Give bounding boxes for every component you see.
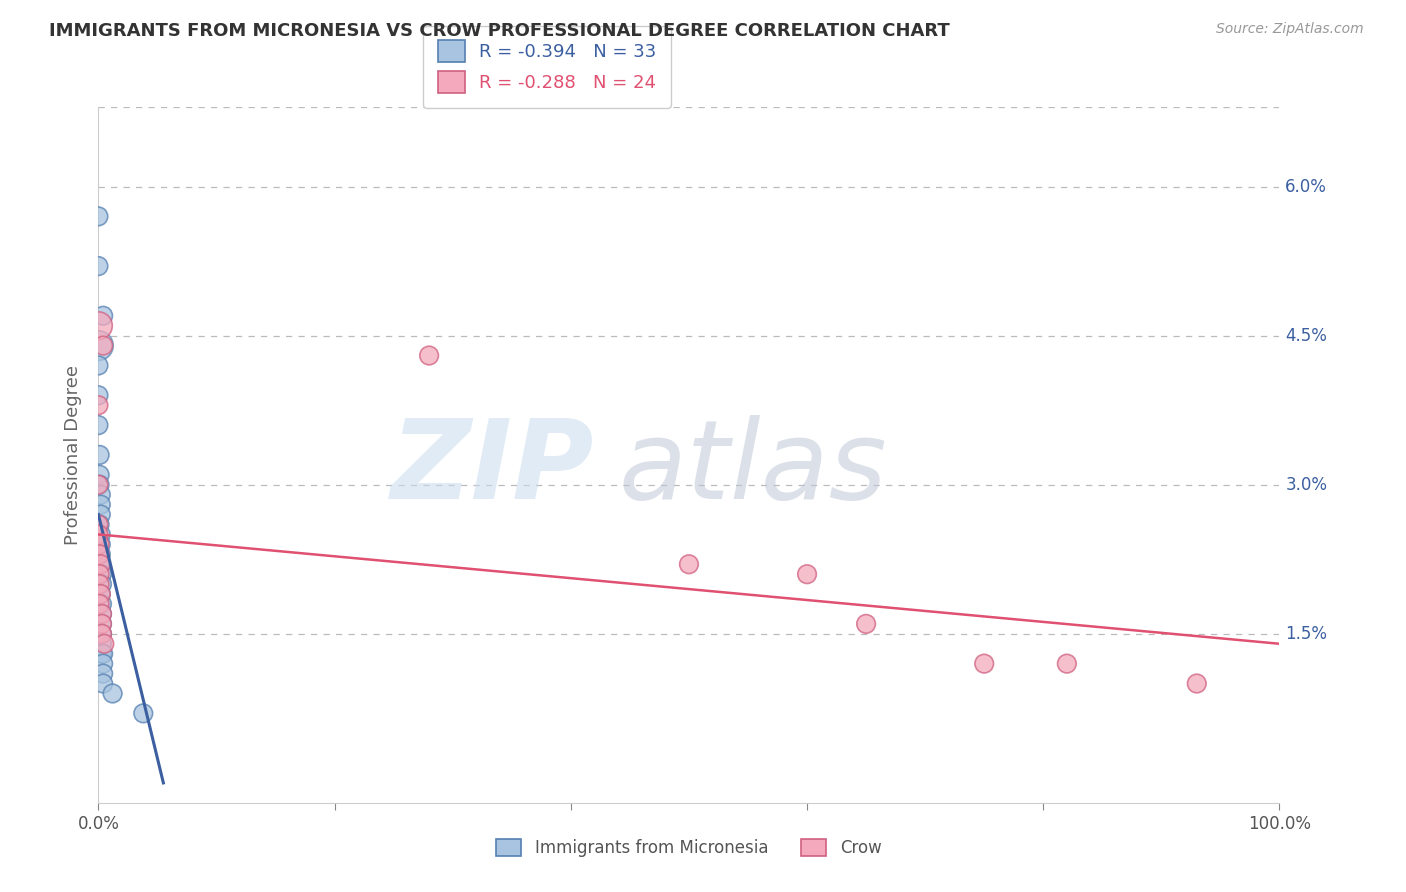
Text: 1.5%: 1.5%: [1285, 624, 1327, 643]
Point: [87, 259, 110, 273]
Point: [91, 577, 114, 591]
Point: [87, 210, 110, 224]
Point: [89, 597, 111, 611]
Point: [91, 666, 114, 681]
Point: [678, 558, 700, 572]
Point: [89, 577, 111, 591]
Text: 4.5%: 4.5%: [1285, 326, 1327, 344]
Point: [91, 309, 114, 323]
Y-axis label: Professional Degree: Professional Degree: [63, 365, 82, 545]
Point: [87, 517, 110, 532]
Point: [89, 477, 111, 491]
Point: [91, 647, 114, 661]
Point: [91, 676, 114, 690]
Point: [796, 567, 818, 582]
Point: [91, 657, 114, 671]
Point: [91, 647, 114, 661]
Point: [91, 607, 114, 621]
Point: [90, 508, 112, 522]
Text: atlas: atlas: [619, 416, 887, 523]
Point: [87, 477, 110, 491]
Text: Source: ZipAtlas.com: Source: ZipAtlas.com: [1216, 22, 1364, 37]
Point: [1056, 657, 1078, 671]
Point: [91, 637, 114, 651]
Point: [90, 527, 112, 541]
Point: [90, 558, 112, 572]
Point: [90, 587, 112, 601]
Text: 3.0%: 3.0%: [1285, 475, 1327, 494]
Point: [855, 616, 877, 631]
Point: [90, 488, 112, 502]
Point: [90, 587, 112, 601]
Point: [91, 616, 114, 631]
Point: [89, 467, 111, 482]
Point: [973, 657, 995, 671]
Point: [90, 498, 112, 512]
Point: [93, 637, 115, 651]
Point: [89, 547, 111, 561]
Point: [89, 567, 111, 582]
Point: [89, 537, 111, 551]
Point: [87, 388, 110, 402]
Point: [90, 547, 112, 561]
Point: [87, 418, 110, 433]
Text: 6.0%: 6.0%: [1285, 178, 1327, 195]
Point: [101, 686, 124, 700]
Point: [91, 567, 114, 582]
Point: [90, 537, 112, 551]
Point: [87, 318, 110, 333]
Point: [91, 607, 114, 621]
Point: [87, 398, 110, 412]
Point: [87, 359, 110, 373]
Point: [91, 627, 114, 641]
Point: [1185, 676, 1208, 690]
Text: ZIP: ZIP: [391, 416, 595, 523]
Point: [91, 338, 114, 352]
Point: [418, 349, 440, 363]
Text: IMMIGRANTS FROM MICRONESIA VS CROW PROFESSIONAL DEGREE CORRELATION CHART: IMMIGRANTS FROM MICRONESIA VS CROW PROFE…: [49, 22, 950, 40]
Point: [132, 706, 155, 721]
Legend: Immigrants from Micronesia, Crow: Immigrants from Micronesia, Crow: [489, 832, 889, 864]
Point: [91, 597, 114, 611]
Point: [89, 448, 111, 462]
Point: [91, 627, 114, 641]
Point: [87, 338, 110, 352]
Point: [89, 517, 111, 532]
Point: [89, 558, 111, 572]
Point: [87, 527, 110, 541]
Point: [91, 616, 114, 631]
